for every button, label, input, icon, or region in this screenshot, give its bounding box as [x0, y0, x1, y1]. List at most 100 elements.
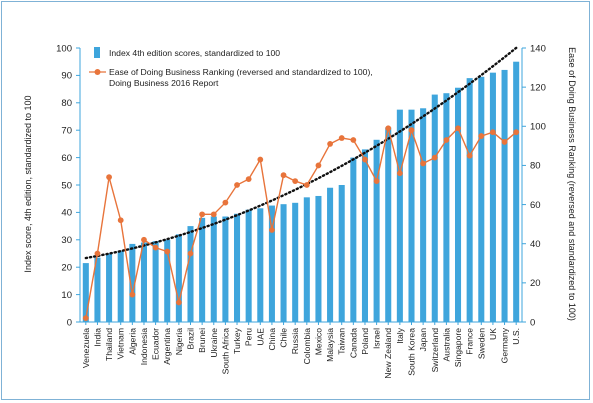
bar	[385, 127, 392, 323]
line-point	[385, 125, 392, 132]
legend-label-bars: Index 4th edition scores, standardized t…	[109, 48, 280, 58]
line-series	[82, 125, 520, 321]
line-point	[222, 199, 229, 206]
bar	[501, 69, 508, 322]
bar	[234, 213, 241, 322]
line-point	[490, 129, 496, 136]
bar	[152, 241, 159, 322]
y-tick-label-left: 100	[56, 43, 72, 54]
x-tick-label: Chile	[279, 328, 289, 348]
line-point	[373, 178, 380, 184]
bar	[455, 87, 462, 322]
bar	[140, 242, 147, 322]
x-tick-label: Colombia	[302, 328, 312, 365]
bar	[175, 234, 182, 322]
y-tick-label-left: 60	[61, 153, 72, 164]
bar	[164, 239, 171, 322]
x-tick-label: Singapore	[453, 328, 463, 367]
y-tick-label-right: 20	[530, 278, 541, 289]
x-tick-label: Israel	[372, 328, 382, 349]
line-point	[420, 160, 427, 167]
line-point	[280, 172, 287, 179]
x-tick-label: Germany	[500, 327, 510, 363]
bar	[315, 195, 322, 322]
y-tick-label-right: 60	[530, 200, 541, 211]
line-point	[269, 227, 275, 233]
bar	[396, 109, 403, 323]
y-tick-label-right: 80	[530, 161, 541, 172]
bar	[327, 187, 334, 322]
x-tick-label: Ukraine	[209, 328, 219, 358]
bar	[361, 149, 368, 322]
bar	[408, 109, 415, 323]
line-point	[362, 156, 368, 163]
y-tick-label-left: 20	[61, 263, 72, 274]
line-point	[431, 154, 438, 161]
line-point	[245, 176, 252, 183]
y-tick-label-left: 80	[61, 98, 72, 109]
x-tick-label: South Africa	[220, 328, 230, 375]
legend-swatch-bars	[94, 47, 100, 58]
bar	[466, 78, 473, 322]
line-point	[129, 291, 136, 298]
x-tick-label: Vietnam	[116, 328, 126, 359]
bar	[268, 205, 275, 322]
line-point	[292, 178, 299, 184]
bar	[489, 72, 496, 322]
legend-label-line-1: Ease of Doing Business Ranking (reversed…	[109, 67, 373, 77]
x-tick-label: Venezuela	[81, 328, 91, 368]
x-tick-label: Russia	[290, 328, 300, 354]
y-tick-label-right: 100	[530, 122, 546, 133]
line-point	[303, 182, 310, 188]
line-point	[152, 244, 159, 251]
bar	[292, 202, 299, 322]
line-point	[501, 139, 508, 145]
line-point	[199, 211, 206, 218]
x-tick-label: Poland	[360, 328, 370, 355]
line-point	[396, 170, 403, 177]
x-tick-label: Australia	[441, 328, 451, 362]
bar	[443, 93, 450, 323]
x-tick-label: UAE	[255, 328, 265, 346]
x-tick-label: Malaysia	[325, 328, 335, 362]
x-tick-label: Italy	[395, 327, 405, 343]
trendline	[84, 46, 518, 260]
x-tick-label: Taiwan	[337, 328, 347, 355]
line-path	[85, 127, 517, 319]
bar-series	[82, 61, 520, 323]
line-point	[350, 137, 357, 143]
bar	[117, 250, 124, 322]
bar	[513, 61, 520, 322]
y-tick-label-right: 40	[530, 239, 541, 250]
line-point	[234, 182, 240, 188]
y-axis-label-left: Index score, 4th edition, standardized t…	[23, 95, 33, 272]
y-tick-label-left: 50	[61, 180, 72, 191]
y-tick-label-left: 30	[61, 235, 72, 246]
line-point	[257, 156, 264, 163]
bar	[245, 209, 252, 322]
legend-label-line: Ease of Doing Business Ranking (reversed…	[109, 67, 373, 88]
x-tick-label: Peru	[244, 328, 254, 346]
axes: 0 10 20 30 40 50 60 70 80 90 100 0 20 40 60 80 100 120 140…	[56, 43, 546, 378]
y-tick-label-left: 10	[61, 290, 72, 301]
bar	[420, 108, 427, 322]
bar	[303, 197, 310, 322]
legend-swatch-marker	[94, 69, 101, 75]
bar	[350, 157, 357, 322]
x-tick-label: India	[92, 328, 102, 347]
x-tick-label: Switzerland	[430, 328, 440, 373]
y-tick-label-left: 90	[61, 71, 72, 82]
trendline-path	[84, 46, 518, 260]
line-point	[466, 152, 473, 159]
line-point	[478, 133, 485, 139]
line-point	[327, 141, 333, 147]
bar	[478, 76, 485, 323]
x-tick-label: Brunei	[197, 328, 207, 353]
line-point	[187, 250, 194, 257]
bar	[210, 216, 217, 322]
x-tick-label: Turkey	[232, 327, 242, 354]
legend: Index 4th edition scores, standardized t…	[89, 47, 373, 88]
line-point	[141, 236, 147, 243]
x-tick-label: UK	[488, 328, 498, 340]
